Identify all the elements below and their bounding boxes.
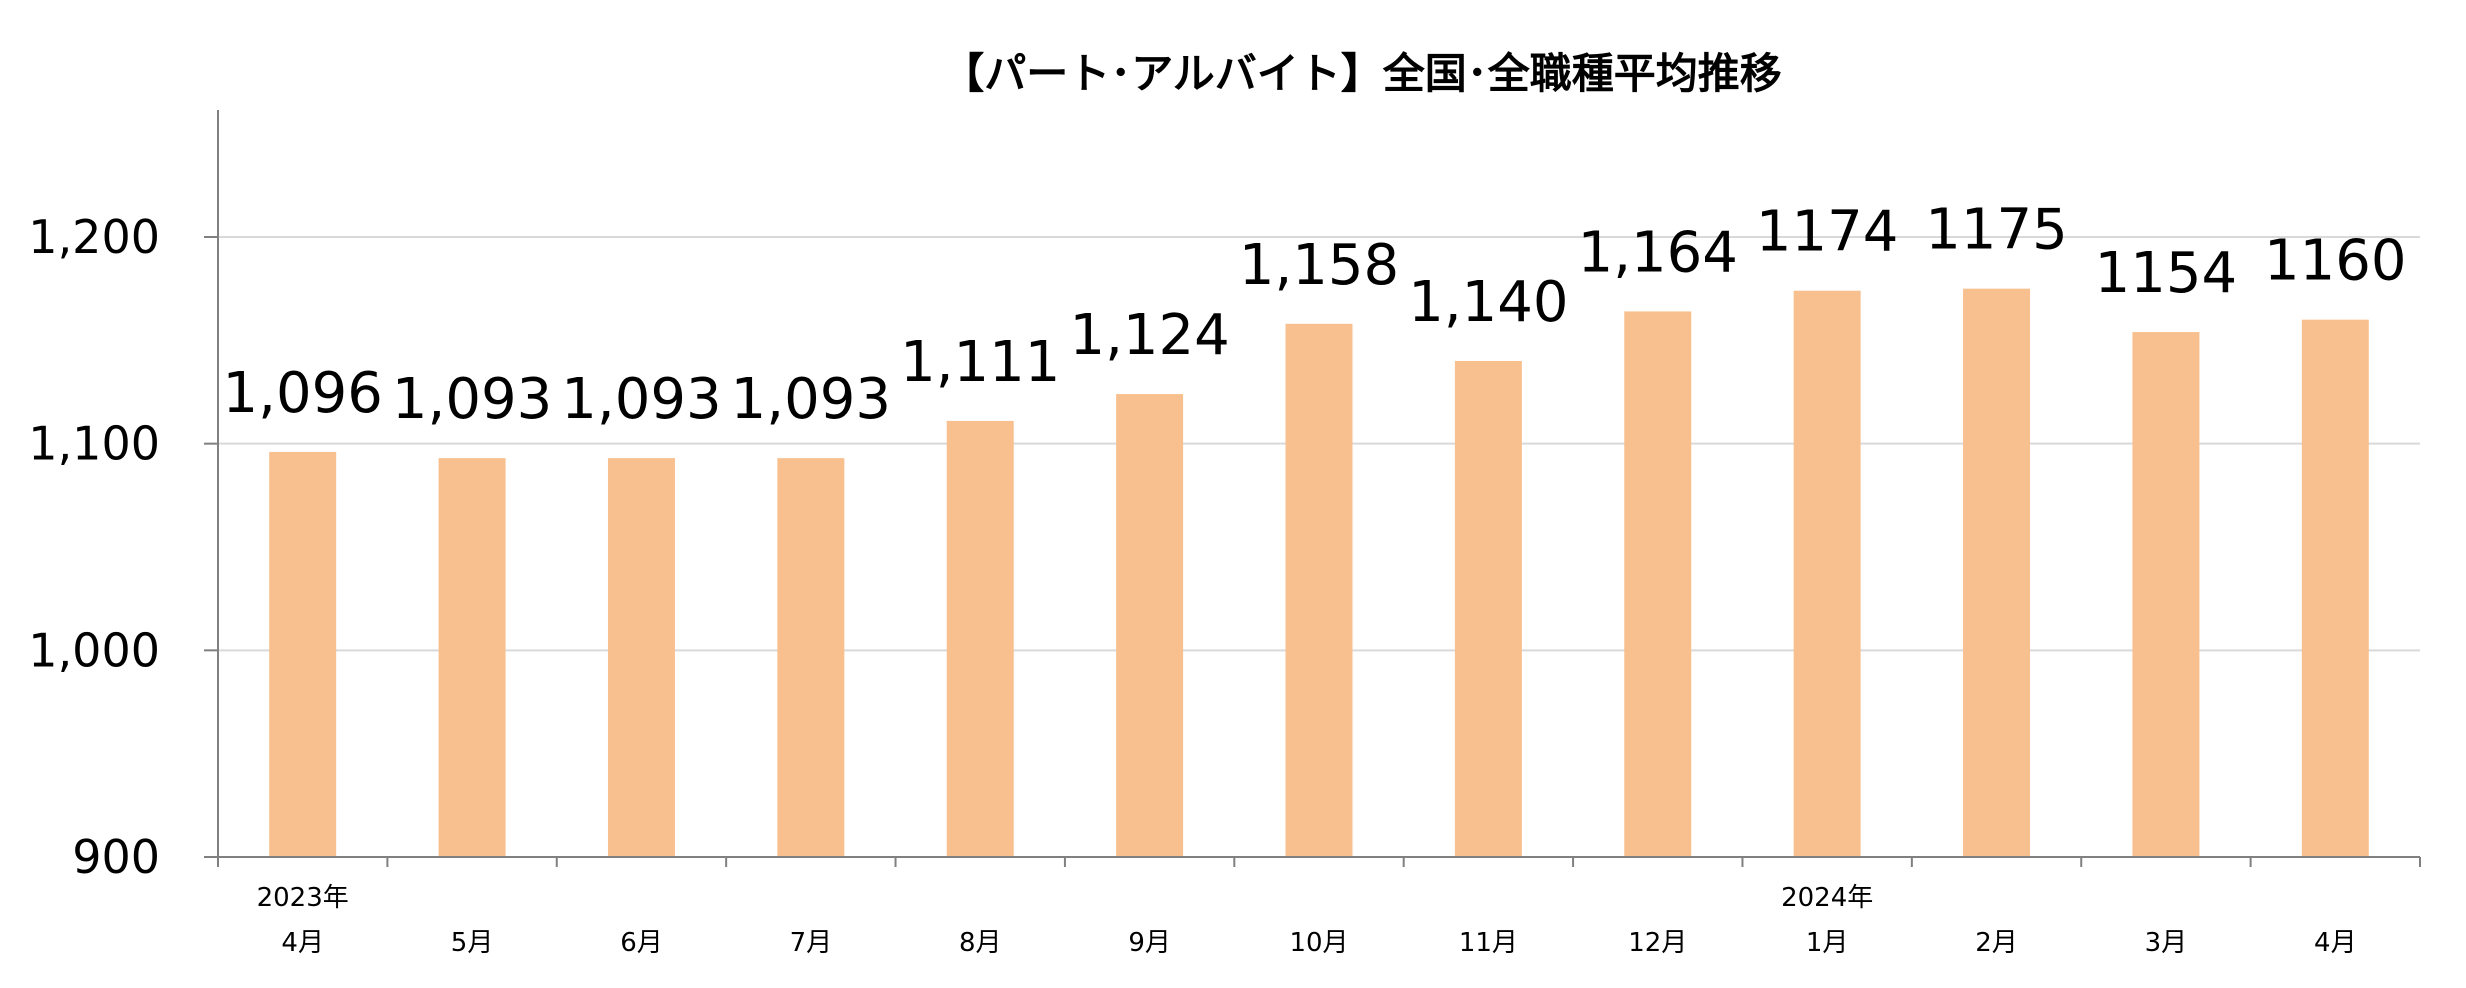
data-label: 1175 <box>1925 198 2068 263</box>
data-label: 1,140 <box>1408 270 1568 335</box>
data-label: 1,093 <box>731 367 891 432</box>
bars <box>269 288 2369 858</box>
data-label: 1160 <box>2264 229 2407 294</box>
x-tick-label: 12月 <box>1628 928 1687 958</box>
x-year-label: 2023年 <box>257 883 349 913</box>
x-tick-label: 7月 <box>790 928 833 958</box>
bar <box>946 420 1014 857</box>
bar <box>1285 323 1353 857</box>
data-label: 1,124 <box>1069 303 1229 368</box>
x-tick-label: 10月 <box>1289 928 1348 958</box>
x-year-label: 2024年 <box>1781 883 1873 913</box>
x-tick-label: 9月 <box>1128 928 1171 958</box>
data-label: 1154 <box>2095 241 2238 306</box>
axes <box>204 110 2421 867</box>
bar <box>2132 332 2200 858</box>
x-axis-ticks: 2023年 4月 5月 6月 7月 8月 9月 10月 11月 12月 2024年 1月 2月 3月 4月 <box>257 883 2357 958</box>
data-label: 1,111 <box>900 330 1060 395</box>
bar <box>1963 288 2031 858</box>
bar <box>607 458 675 857</box>
bar <box>1793 290 1861 857</box>
bar <box>777 458 845 857</box>
y-tick-label: 1,000 <box>28 623 160 677</box>
data-label: 1,164 <box>1578 220 1738 285</box>
y-tick-label: 1,100 <box>28 417 160 471</box>
bar <box>1454 361 1522 857</box>
bar <box>1116 394 1184 857</box>
x-tick-label: 6月 <box>620 928 663 958</box>
bar <box>438 458 506 857</box>
y-tick-label: 900 <box>72 830 160 884</box>
y-axis-ticks: 900 1,000 1,100 1,200 <box>28 210 160 884</box>
x-tick-label: 3月 <box>2145 928 2188 958</box>
data-label: 1,158 <box>1239 233 1399 298</box>
x-tick-label: 5月 <box>451 928 494 958</box>
x-tick-label: 11月 <box>1459 928 1518 958</box>
data-label: 1,093 <box>561 367 721 432</box>
bar <box>269 451 337 857</box>
data-label: 1,093 <box>392 367 552 432</box>
data-label: 1,096 <box>223 361 383 426</box>
chart-title: 【パート･アルバイト】全国･全職種平均推移 <box>942 49 1782 98</box>
x-tick-label: 1月 <box>1806 928 1849 958</box>
data-label: 1174 <box>1756 200 1899 265</box>
bar <box>2301 319 2369 858</box>
y-tick-label: 1,200 <box>28 210 160 264</box>
bar <box>1624 311 1692 857</box>
x-tick-label: 2月 <box>1975 928 2018 958</box>
x-tick-label: 8月 <box>959 928 1002 958</box>
x-tick-label: 4月 <box>281 928 324 958</box>
x-tick-label: 4月 <box>2314 928 2357 958</box>
